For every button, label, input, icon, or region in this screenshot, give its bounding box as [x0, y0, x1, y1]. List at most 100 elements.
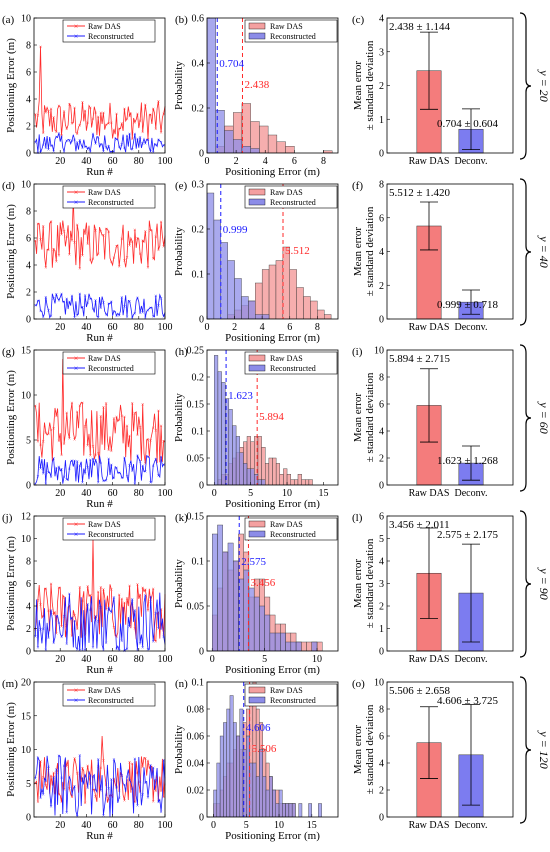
row4-line-recon-point-24: × — [65, 811, 68, 817]
row1-line-raw-point-16: × — [55, 259, 58, 265]
row2-hist-recon-bin-4 — [228, 409, 233, 485]
row4-hist-recon-bin-17 — [269, 776, 273, 817]
row3-line-recon-point-38: × — [83, 649, 86, 655]
row3-hist-recon-bin-12 — [274, 632, 281, 651]
row1-line-raw-point-56: × — [107, 230, 110, 236]
row3-line-recon-point-34: × — [78, 649, 81, 655]
row0-bar-ytick-label-4: 4 — [379, 14, 384, 25]
row2-line-recon-point-58: × — [110, 463, 113, 469]
row2-line-recon-point-44: × — [91, 457, 94, 463]
row2-line-raw-point-90: × — [152, 426, 155, 432]
row2-line-recon-point-30: × — [73, 459, 76, 465]
row4-line-recon-point-28: × — [70, 793, 73, 799]
row2-hist-legend-recon-swatch — [248, 364, 266, 372]
row2-hist-xtick-label-0: 0 — [212, 488, 217, 499]
row1-hist-ytick-label-1: 0.1 — [192, 270, 205, 281]
row4-hist-xtick-label-2: 10 — [274, 820, 284, 831]
row3-line-raw-point-56: × — [107, 608, 110, 614]
row3-line-raw-point-4: × — [39, 603, 42, 609]
row4-hist-recon-bin-13 — [255, 776, 260, 817]
row0-line-raw-point-76: × — [133, 121, 136, 127]
row1-hist-recon-mean-label: 0.999 — [223, 224, 248, 236]
row1-line-panel-label: (d) — [2, 180, 15, 192]
row3-hist-recon-bin-9 — [259, 605, 265, 651]
row1-line-ytick-label-3: 6 — [26, 234, 31, 245]
row2-hist-raw-bin-22 — [294, 479, 299, 485]
row0-line-raw-point-50: × — [99, 111, 102, 117]
row4-hist-recon-bin-1 — [216, 762, 221, 817]
row1-line-raw-point-84: × — [144, 230, 147, 236]
row3-bar-ylabel-1: Mean error — [352, 559, 364, 609]
row3-hist-legend-box — [244, 517, 338, 541]
row0-line-raw-point-90: × — [152, 107, 155, 113]
row4-hist-recon-mean-label: 4.606 — [246, 722, 271, 734]
row4-line-recon-point-64: × — [117, 796, 120, 802]
row0-line-raw-point-48: × — [96, 115, 99, 121]
row0-hist-legend-raw-swatch — [248, 22, 266, 30]
row0-hist-raw-bin-6 — [259, 125, 269, 153]
row2-line-recon-point-48: × — [96, 481, 99, 487]
row0-bar-ytick-label-3: 3 — [379, 47, 384, 58]
row2-line-recon-point-4: × — [39, 467, 42, 473]
row1-line-recon-series — [35, 293, 166, 319]
row2-line-xtick-label-3: 80 — [134, 488, 144, 499]
row1-line-raw-point-46: × — [94, 229, 97, 235]
row3-line-raw-point-92: × — [154, 639, 157, 645]
row2-bar-ytick-label-5: 10 — [374, 346, 384, 357]
row4-line-raw-point-4: × — [39, 760, 42, 766]
row2-hist-ytick-label-3: 0.15 — [187, 400, 205, 411]
row3-line-raw-point-16: × — [55, 631, 58, 637]
row2-line-xtick-label-2: 60 — [108, 488, 118, 499]
row3-line-raw-point-14: × — [52, 612, 55, 618]
row3-hist-raw-bin-20 — [316, 641, 323, 651]
row2-line-raw-point-96: × — [159, 424, 162, 430]
row1-line-raw-point-0: × — [34, 239, 37, 245]
row2-hist-legend-raw-swatch — [248, 354, 266, 362]
row0-line-raw-point-8: × — [44, 111, 47, 117]
row2-hist-raw-bin-21 — [290, 479, 295, 485]
row3-line-recon-point-66: × — [120, 639, 123, 645]
row1-line-xtick-label-2: 60 — [108, 322, 118, 333]
row4-line-raw-point-68: × — [123, 799, 126, 805]
row4-hist-recon-bin-22 — [285, 803, 290, 817]
row0-line-ytick-label-1: 2 — [26, 122, 31, 133]
row1-line-raw-point-52: × — [102, 233, 105, 239]
row4-line-raw-point-0: × — [34, 781, 37, 787]
row1-line-raw-point-92: × — [154, 235, 157, 241]
row1-hist-legend-raw-swatch — [248, 188, 266, 196]
row3-line-raw-point-94: × — [157, 611, 160, 617]
row1-hist-ytick-label-3: 0.3 — [192, 180, 205, 191]
row3-line-xtick-label-2: 60 — [108, 654, 118, 665]
row1-line-xtick-label-0: 20 — [55, 322, 65, 333]
row4-bar-frame — [386, 681, 514, 818]
row4-hist-recon-bin-24 — [291, 803, 296, 817]
row3-line-raw-point-26: × — [68, 604, 71, 610]
row0-line-panel-label: (a) — [2, 14, 15, 26]
row1-line-legend-box — [62, 185, 156, 209]
row3-bar-ytick-label-5: 5 — [379, 534, 384, 545]
row4-bar-ytick-label-2: 4 — [379, 759, 384, 770]
row0-line-recon-point-86: × — [146, 138, 149, 144]
row2-line-raw-point-74: × — [131, 401, 134, 407]
row1-line-recon-point-6: × — [41, 315, 44, 321]
row4-line-raw-point-40: × — [86, 764, 89, 770]
row0-line-raw-point-40: × — [86, 121, 89, 127]
row1-bar-category-0: Raw DAS — [409, 322, 450, 333]
row2-line-raw-point-92: × — [154, 428, 157, 434]
row1-line-recon-point-66: × — [120, 296, 123, 302]
row0-hist-panel-label: (b) — [175, 14, 188, 26]
row2-hist-recon-bin-5 — [232, 425, 237, 485]
row1-hist-recon-bin-5 — [241, 296, 249, 319]
row0-line-raw-point-30: × — [73, 106, 76, 112]
row0-line-raw-point-80: × — [138, 119, 141, 125]
row2-hist-ytick-label-4: 0.2 — [192, 373, 205, 384]
row2-line-raw-point-30: × — [73, 437, 76, 443]
row3-bar-ytick-label-3: 3 — [379, 579, 384, 590]
row2-line-legend-recon-marker: × — [74, 364, 79, 373]
row1-hist-raw-bin-12 — [289, 269, 297, 319]
row0-line-raw-point-4: × — [39, 45, 42, 51]
row1-line-recon-point-94: × — [157, 303, 160, 309]
row2-line-recon-point-66: × — [120, 476, 123, 482]
row3-bar-ytick-label-4: 4 — [379, 557, 384, 568]
row0-line-raw-point-38: × — [83, 109, 86, 115]
